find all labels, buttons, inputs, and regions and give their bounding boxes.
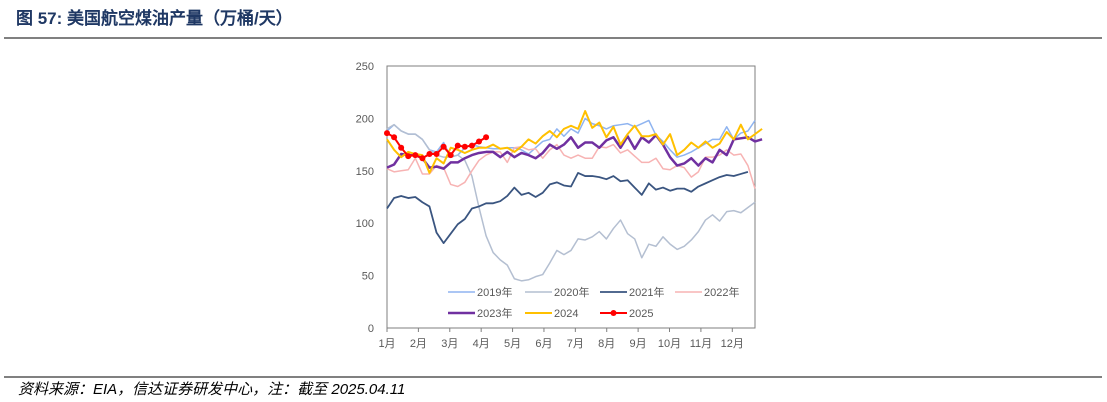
x-tick-label: 6月 [535, 338, 552, 350]
data-point-2025 [433, 151, 440, 158]
series-line-2024 [386, 110, 763, 174]
y-tick-label: 200 [356, 113, 374, 125]
y-tick-label: 0 [368, 323, 374, 335]
legend-label: 2019年 [477, 285, 512, 299]
data-point-2025 [440, 143, 447, 150]
legend-label: 2020年 [554, 285, 589, 299]
legend-label: 2024 [554, 308, 578, 320]
data-point-2025 [461, 143, 468, 150]
data-point-2025 [405, 153, 412, 160]
x-tick-label: 5月 [504, 338, 521, 350]
data-point-2025 [468, 142, 475, 149]
data-point-2025 [391, 134, 398, 141]
data-point-2025 [447, 152, 454, 159]
legend-marker [610, 310, 617, 316]
x-tick-label: 1月 [378, 338, 395, 350]
legend-label: 2022年 [704, 285, 739, 299]
legend-label: 2021年 [629, 285, 664, 299]
y-tick-label: 250 [356, 61, 374, 73]
data-point-2025 [412, 152, 419, 159]
data-point-2025 [476, 138, 482, 145]
x-tick-label: 12月 [721, 338, 744, 350]
x-tick-label: 7月 [567, 338, 584, 350]
series-line-2023年 [386, 133, 763, 170]
x-tick-label: 11月 [690, 338, 712, 350]
x-tick-label: 2月 [410, 338, 427, 350]
x-tick-label: 3月 [441, 338, 458, 350]
y-tick-label: 50 [362, 271, 374, 283]
plot-area-border [386, 65, 756, 329]
y-tick-label: 100 [356, 218, 374, 230]
series-line-2020年 [386, 123, 756, 282]
series-line-2021年 [386, 170, 749, 245]
series-line-2022年 [386, 143, 756, 189]
data-point-2025 [483, 134, 490, 141]
legend-label: 2025 [629, 308, 653, 320]
data-point-2025 [454, 142, 461, 149]
data-point-2025 [419, 155, 426, 162]
footer-divider [4, 376, 1102, 378]
x-tick-label: 4月 [473, 338, 490, 350]
x-tick-label: 10月 [658, 338, 681, 350]
figure-title: 图 57: 美国航空煤油产量（万桶/天） [16, 9, 293, 28]
legend-label: 2023年 [477, 306, 512, 320]
data-point-2025 [426, 151, 433, 158]
y-tick-label: 150 [356, 166, 374, 178]
data-point-2025 [398, 144, 405, 151]
title-divider [4, 37, 1102, 39]
x-tick-label: 8月 [598, 338, 615, 350]
data-point-2025 [384, 130, 390, 137]
source-note: 资料来源：EIA，信达证券研发中心，注：截至 2025.04.11 [18, 381, 406, 398]
x-tick-label: 9月 [630, 338, 647, 350]
